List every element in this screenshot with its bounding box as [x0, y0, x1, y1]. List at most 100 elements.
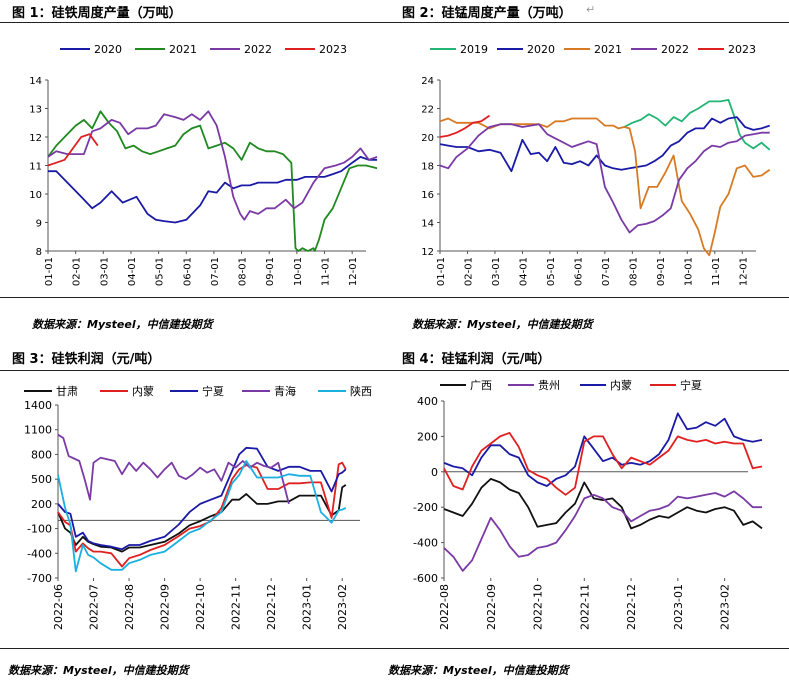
x-tick-label: 02-01: [72, 257, 83, 286]
x-tick-label: 06-01: [573, 257, 584, 286]
x-tick-label: 11-01: [711, 257, 722, 286]
x-tick-label: 04-01: [518, 257, 529, 286]
x-tick-label: 2023-01: [672, 584, 685, 630]
y-tick-label: 0: [431, 466, 438, 479]
legend-label: 2021: [594, 43, 622, 56]
y-tick-label: -200: [413, 501, 438, 514]
x-tick-label: 07-01: [210, 257, 221, 286]
x-tick-label: 2022-12: [625, 584, 638, 630]
x-tick-label: 2022-07: [88, 584, 101, 630]
y-tick-label: 9: [36, 219, 42, 230]
y-tick-label: -600: [413, 572, 438, 585]
chart-3-title: 图 3：硅铁利润（元/吨）: [12, 352, 161, 367]
x-tick-label: 05-01: [546, 257, 557, 286]
series-line-甘肃: [57, 484, 347, 553]
series-line-宁夏: [57, 446, 347, 551]
x-tick-label: 07-01: [601, 257, 612, 286]
x-tick-label: 11-01: [321, 257, 332, 286]
x-tick-label: 01-01: [436, 257, 447, 286]
y-tick-label: 10: [29, 190, 42, 201]
x-tick-label: 12-01: [348, 257, 359, 286]
legend-label: 2019: [460, 43, 488, 56]
series-line-陕西: [57, 460, 347, 573]
legend-label: 内蒙: [610, 378, 632, 392]
y-tick-label: 400: [417, 395, 438, 408]
y-tick-label: -700: [27, 572, 52, 585]
y-tick-label: 800: [31, 448, 52, 461]
x-tick-label: 12-01: [738, 257, 749, 286]
legend-label: 宁夏: [680, 378, 702, 392]
x-tick-label: 06-01: [182, 257, 193, 286]
legend-label: 贵州: [538, 379, 560, 392]
c1-plot: 8 9 10 11 12 13 14 01-01 02-01 03-01 04-01 05-01 06-…: [29, 43, 378, 286]
c3-plot: -700 -400 -100 200 500 800 1100 1400 2022-06 2022…: [24, 384, 372, 630]
source-note: 数据来源：Mysteel，中信建投期货: [32, 318, 213, 331]
y-tick-label: 1100: [24, 424, 52, 437]
series-line-广西: [443, 477, 763, 530]
x-tick-label: 09-01: [265, 257, 276, 286]
x-tick-label: 2022-10: [532, 584, 545, 630]
y-tick-label: 12: [29, 133, 42, 144]
source-note: 数据来源：Mysteel，中信建投期货: [388, 664, 569, 677]
x-tick-label: 2022-12: [265, 584, 278, 630]
y-tick-label: 14: [29, 76, 42, 87]
series-line-内蒙: [57, 461, 347, 568]
x-tick-label: 2023-02: [336, 584, 349, 630]
legend-label: 2023: [319, 43, 347, 56]
y-tick-label: 1400: [24, 399, 52, 412]
legend-label: 陕西: [350, 384, 372, 398]
y-tick-label: 500: [31, 473, 52, 486]
y-tick-label: 12: [421, 247, 434, 258]
y-tick-label: 20: [421, 133, 434, 144]
y-tick-label: 200: [417, 430, 438, 443]
legend-label: 青海: [274, 384, 296, 398]
x-tick-label: 05-01: [155, 257, 166, 286]
series-line-青海: [57, 433, 290, 505]
x-tick-label: 10-01: [293, 257, 304, 286]
x-tick-label: 02-01: [463, 257, 474, 286]
series-line-2022: [439, 123, 770, 234]
series-line-2019: [623, 99, 771, 151]
top-rule: [0, 22, 789, 23]
legend-label: 2022: [244, 43, 272, 56]
x-tick-label: 09-01: [656, 257, 667, 286]
x-tick-label: 08-01: [628, 257, 639, 286]
y-tick-label: -100: [27, 523, 52, 536]
x-tick-label: 2023-02: [719, 584, 732, 630]
series-line-2020: [439, 116, 770, 173]
x-tick-label: 08-01: [238, 257, 249, 286]
series-line-2023: [47, 133, 99, 167]
y-tick-label: 200: [31, 498, 52, 511]
x-tick-label: 10-01: [683, 257, 694, 286]
legend-label: 内蒙: [132, 384, 154, 398]
x-tick-label: 2022-11: [578, 584, 591, 630]
y-tick-label: 13: [29, 105, 42, 116]
legend-label: 宁夏: [202, 384, 224, 398]
legend-label: 甘肃: [56, 385, 78, 398]
y-tick-label: 24: [421, 76, 434, 87]
x-tick-label: 03-01: [99, 257, 110, 286]
legend-label: 2020: [527, 43, 555, 56]
x-tick-label: 2022-08: [438, 584, 451, 630]
series-line-2022: [47, 110, 378, 221]
y-tick-label: 11: [29, 162, 42, 173]
series-line-2021: [47, 110, 378, 252]
legend-label: 2023: [728, 43, 756, 56]
x-tick-label: 01-01: [44, 257, 55, 286]
c4-plot: -600 -400 -200 0 200 400 2022-08 2022-09 2022-10…: [413, 378, 763, 630]
legend-label: 2021: [169, 43, 197, 56]
x-tick-label: 2022-08: [123, 584, 136, 630]
x-tick-label: 04-01: [127, 257, 138, 286]
y-tick-label: 8: [36, 247, 42, 258]
y-tick-label: 14: [421, 219, 434, 230]
x-tick-label: 2022-09: [485, 584, 498, 630]
y-tick-label: -400: [413, 537, 438, 550]
chart-2-title: 图 2：硅锰周度产量（万吨）: [402, 6, 572, 21]
chart-4-title: 图 4：硅锰利润（元/吨）: [402, 352, 551, 367]
return-mark: ↵: [586, 3, 596, 16]
source-note: 数据来源：Mysteel，中信建投期货: [8, 664, 189, 677]
return-mark: ↵: [116, 3, 126, 16]
legend-label: 2020: [94, 43, 122, 56]
series-line-2023: [439, 114, 491, 138]
bottom-rule: [0, 648, 789, 649]
